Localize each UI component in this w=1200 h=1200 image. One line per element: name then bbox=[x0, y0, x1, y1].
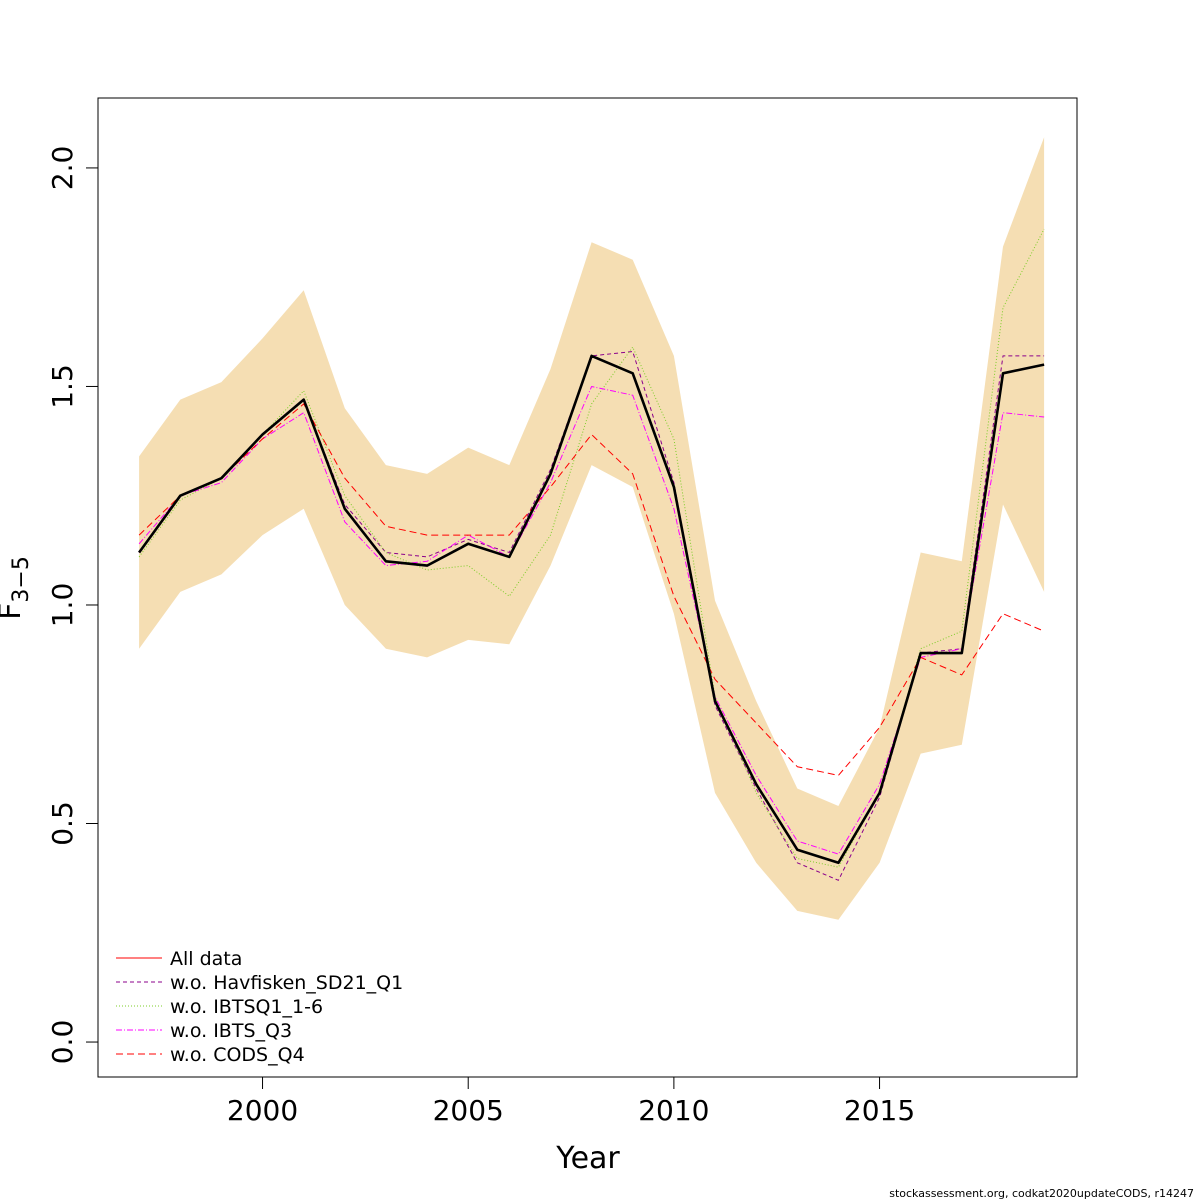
y-axis: 0.0 0.5 1.0 1.5 2.0 bbox=[46, 146, 99, 1065]
y-tick-label: 0.0 bbox=[46, 1020, 79, 1065]
y-tick-label: 1.5 bbox=[46, 364, 79, 409]
y-axis-title-main: F bbox=[0, 603, 28, 620]
legend-label: All data bbox=[170, 948, 242, 970]
y-tick-label: 2.0 bbox=[46, 146, 79, 191]
legend-label: w.o. IBTS_Q3 bbox=[170, 1020, 292, 1042]
x-tick-label: 2015 bbox=[844, 1094, 915, 1127]
legend-label: w.o. Havfisken_SD21_Q1 bbox=[170, 972, 403, 994]
series-layer bbox=[138, 228, 1045, 881]
series-line-w-o-cods-q4 bbox=[138, 403, 1045, 776]
y-tick-label: 0.5 bbox=[46, 801, 79, 846]
x-axis: 2000 2005 2010 2015 bbox=[227, 1076, 915, 1127]
series-line-w-o-ibtsq1-1-6 bbox=[138, 228, 1045, 868]
legend-label: w.o. CODS_Q4 bbox=[170, 1044, 305, 1066]
confidence-band bbox=[139, 137, 1045, 920]
series-line-estimate bbox=[138, 354, 1045, 865]
x-axis-title: Year bbox=[555, 1141, 620, 1176]
x-tick-label: 2005 bbox=[433, 1094, 504, 1127]
x-tick-label: 2000 bbox=[227, 1094, 298, 1127]
x-tick-label: 2010 bbox=[638, 1094, 709, 1127]
legend-label: w.o. IBTSQ1_1-6 bbox=[170, 996, 323, 1018]
footer-credit: stockassessment.org, codkat2020updateCOD… bbox=[889, 1187, 1194, 1200]
y-axis-title: F3−5 bbox=[0, 556, 34, 620]
confidence-band-layer bbox=[139, 137, 1045, 920]
y-axis-title-subscript: 3−5 bbox=[9, 556, 34, 602]
y-tick-label: 1.0 bbox=[46, 583, 79, 628]
